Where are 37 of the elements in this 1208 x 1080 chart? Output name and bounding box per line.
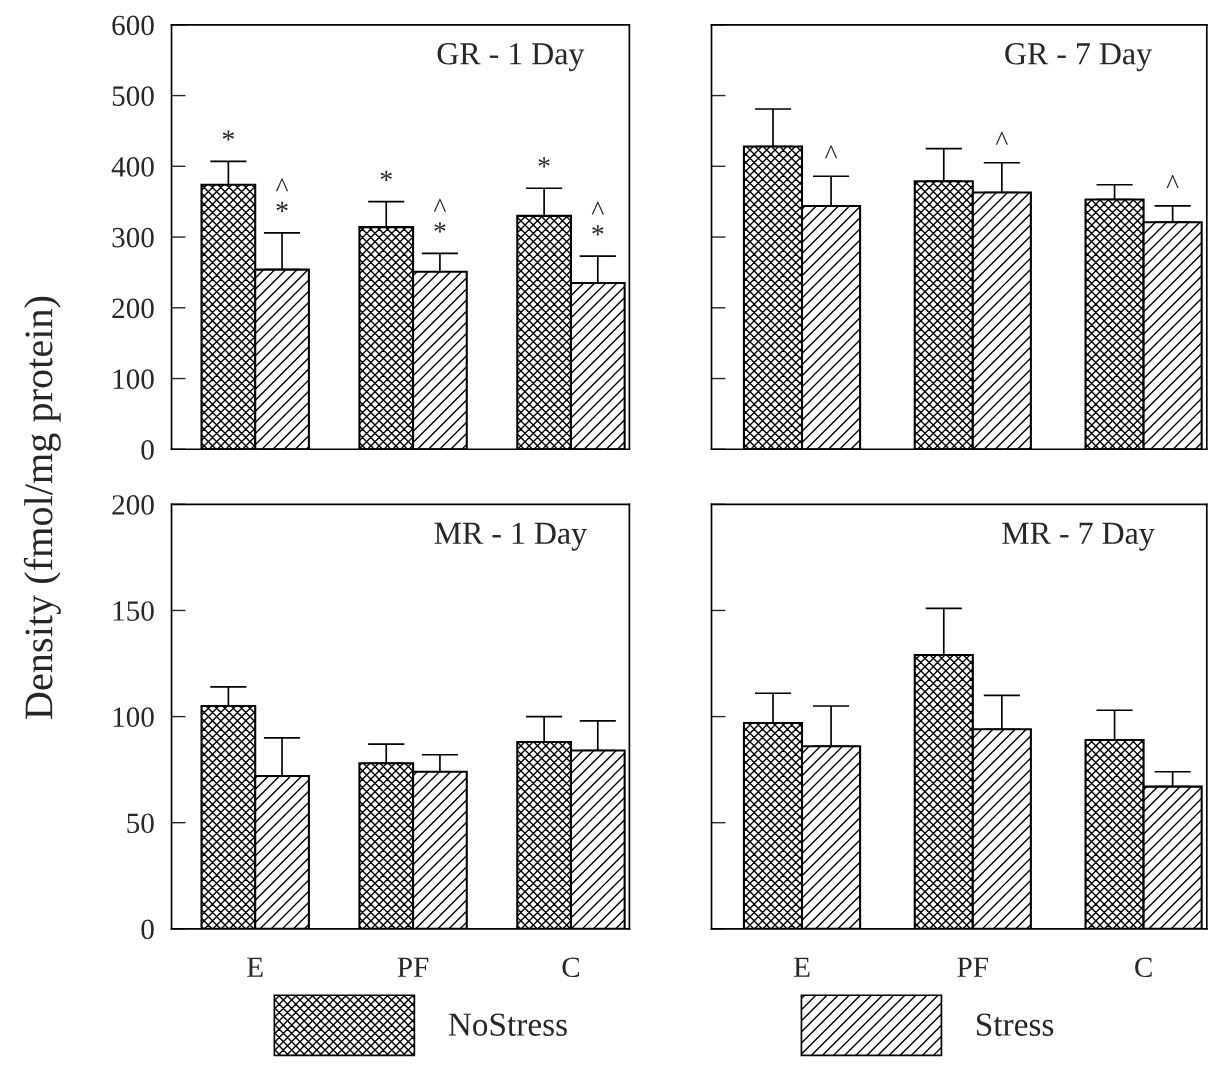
annotation: ^ [275,178,289,192]
x-tick-label: C [562,957,580,978]
x-tick-label: C [1135,957,1152,978]
x-tick-label: PF [397,957,429,977]
x-tick-label: PF [957,957,988,977]
y-tick-label: 500 [112,86,154,106]
y-tick-label: 600 [112,15,154,36]
annotation: ^ [995,131,1008,145]
annotation: ^ [1166,174,1179,188]
text: GR - 1 Day [437,43,585,72]
x-tick-label: E [793,957,810,977]
annotation: * [380,170,392,181]
annotation: ^ [591,201,604,215]
y-axis-title: Density (fmol/mg protein) [23,296,61,719]
y-tick-label: 50 [127,813,154,834]
annotation: * [222,130,234,141]
x-tick-label: E [247,957,263,977]
text: MR - 1 Day [434,522,587,551]
annotation: ^ [433,198,447,212]
annotation: * [276,201,288,213]
y-tick-label: 0 [141,440,154,460]
legend-label: NoStress [448,1013,567,1036]
y-tick-label: 400 [111,157,154,177]
y-tick-label: 200 [112,495,154,515]
annotation: * [538,157,550,168]
text: GR - 7 Day [1005,43,1152,72]
y-tick-label: 100 [113,369,154,389]
text: MR - 7 Day [1002,522,1155,551]
y-tick-label: 0 [141,919,154,940]
y-tick-label: 150 [113,601,154,621]
legend-label: Stress [977,1013,1054,1036]
y-tick-label: 300 [112,227,154,248]
y-tick-label: 100 [113,707,154,727]
annotation: * [434,222,446,233]
annotation: ^ [824,145,838,159]
annotation: * [592,225,604,236]
y-tick-label: 200 [112,298,154,319]
